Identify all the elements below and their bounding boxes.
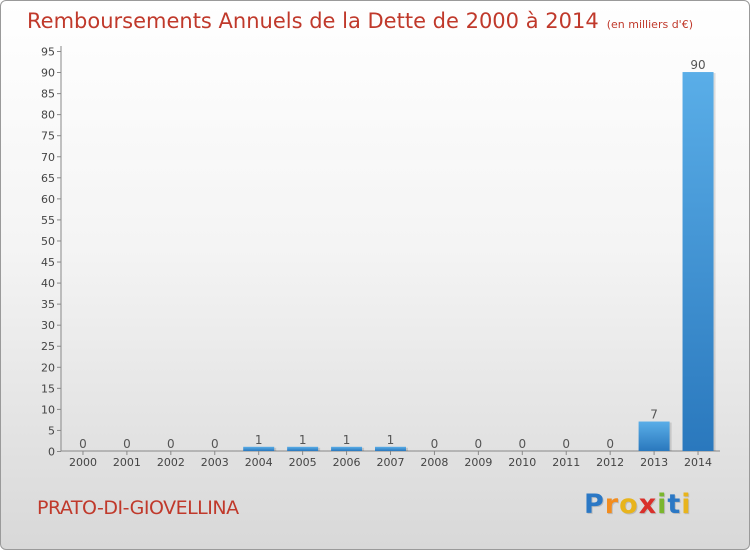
x-tick-label: 2010 (508, 456, 536, 469)
y-tick-label: 90 (41, 67, 55, 80)
chart-subtitle: (en milliers d'€) (606, 18, 693, 31)
y-tick-label: 70 (41, 151, 55, 164)
logo-letter: o (619, 489, 639, 520)
y-tick-label: 45 (41, 256, 55, 269)
y-tick-label: 75 (41, 130, 55, 143)
title-text: Remboursements Annuels de la Dette de 20… (27, 9, 599, 33)
y-tick-label: 20 (41, 361, 55, 374)
bar-value-label: 1 (387, 433, 395, 447)
x-tick-label: 2013 (640, 456, 668, 469)
x-tick-label: 2012 (596, 456, 624, 469)
y-tick-label: 40 (41, 277, 55, 290)
x-tick-label: 2006 (333, 456, 361, 469)
bar (287, 446, 319, 451)
chart-title: Remboursements Annuels de la Dette de 20… (27, 9, 693, 33)
bar-value-label: 0 (475, 437, 483, 451)
x-tick-label: 2003 (201, 456, 229, 469)
x-tick-label: 2002 (157, 456, 185, 469)
bar-value-label: 1 (299, 433, 307, 447)
bar-value-label: 1 (343, 433, 351, 447)
bar (375, 446, 406, 451)
bar (331, 446, 363, 451)
y-tick-label: 0 (48, 446, 55, 459)
y-tick-label: 55 (41, 214, 55, 227)
bar-value-label: 0 (518, 437, 526, 451)
bar (243, 446, 275, 451)
bar-value-label: 0 (123, 437, 131, 451)
logo-letter: t (667, 489, 682, 520)
bar-value-label: 0 (79, 437, 87, 451)
y-tick-label: 25 (41, 340, 55, 353)
y-tick-label: 35 (41, 298, 55, 311)
y-tick-label: 50 (41, 235, 55, 248)
y-tick-label: 10 (41, 403, 55, 416)
y-tick-label: 60 (41, 193, 55, 206)
bar-value-label: 7 (650, 408, 658, 422)
logo-letter: i (657, 489, 668, 520)
bar-value-label: 90 (690, 58, 705, 72)
logo-letter: i (681, 489, 692, 520)
x-tick-label: 2005 (289, 456, 317, 469)
y-tick-label: 30 (41, 319, 55, 332)
bar-value-label: 0 (431, 437, 439, 451)
logo-letter: x (638, 489, 658, 520)
bar-value-label: 0 (211, 437, 219, 451)
x-tick-label: 2007 (377, 456, 405, 469)
y-tick-label: 5 (48, 424, 55, 437)
x-tick-label: 2014 (684, 456, 712, 469)
proxiti-logo: Proxiti (584, 489, 692, 520)
x-tick-label: 2009 (464, 456, 492, 469)
logo-letter: P (584, 489, 605, 520)
y-tick-label: 85 (41, 88, 55, 101)
y-tick-label: 80 (41, 109, 55, 122)
y-tick-label: 95 (41, 46, 55, 59)
bar-value-label: 1 (255, 433, 263, 447)
logo-letter: r (604, 489, 620, 520)
bar-value-label: 0 (562, 437, 570, 451)
x-tick-label: 2004 (245, 456, 273, 469)
y-tick-label: 65 (41, 172, 55, 185)
x-tick-label: 2008 (420, 456, 448, 469)
bar (638, 421, 670, 451)
bar-value-label: 0 (167, 437, 175, 451)
bar (682, 72, 714, 451)
x-tick-label: 2001 (113, 456, 141, 469)
bar-value-label: 0 (606, 437, 614, 451)
commune-name: PRATO-DI-GIOVELLINA (37, 497, 239, 519)
y-tick-label: 15 (41, 382, 55, 395)
x-tick-label: 2011 (552, 456, 580, 469)
x-tick-label: 2000 (69, 456, 97, 469)
